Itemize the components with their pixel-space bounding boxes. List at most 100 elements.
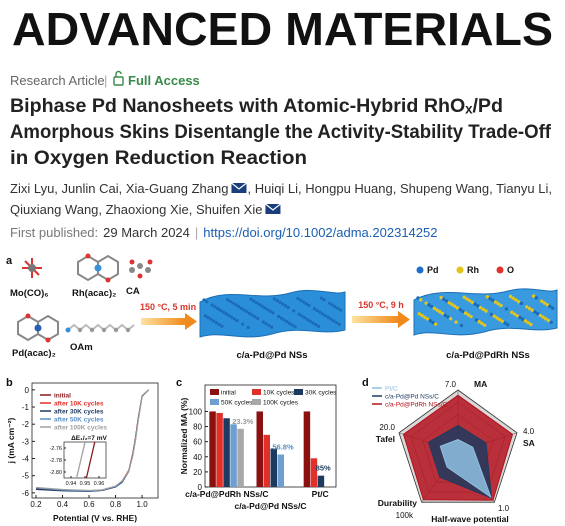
atom [292,309,296,313]
atom [453,304,457,308]
atom [260,304,264,308]
atom [541,315,545,319]
atom [427,303,431,307]
atom [261,320,265,324]
doi-link[interactable]: https://doi.org/10.1002/adma.202314252 [203,225,437,240]
y-tick-label: -5 [22,472,30,481]
x-tick-label: 0.4 [57,500,69,509]
atom [477,320,481,324]
precursor-label: Rh(acac)₂ [72,288,116,299]
atom [249,297,253,301]
atom [429,304,434,309]
atom [431,320,435,325]
atom [254,301,259,305]
atom [287,321,292,325]
atom [482,323,487,327]
atom [296,296,300,301]
atom [253,315,257,319]
x-axis-label: Potential (V vs. RHE) [53,513,137,523]
inset-curve [75,441,86,479]
annotation: 56.8% [272,443,294,452]
atom [221,310,225,314]
legend-swatch [252,389,261,395]
atom [212,319,216,323]
atom [286,305,290,310]
y-tick-label: -3 [22,437,30,446]
article-type: Research Article [10,73,105,88]
atom [425,317,430,321]
y-tick-label: 40 [193,453,202,462]
atom [323,314,328,318]
y-tick-label: 80 [193,423,202,432]
legend-swatch [210,389,219,395]
atom [519,301,524,306]
x-tick-label: c/a-Pd@PdRh NSs/C [185,489,268,499]
atom [521,317,525,321]
bar [310,458,318,487]
molecule-pd-acac [17,313,59,343]
y-tick-label: -6 [22,489,30,498]
atom [308,319,312,323]
bar [237,428,244,487]
atom [316,324,321,328]
legend-label: O [507,265,514,275]
atom [314,323,318,327]
precursor-label: Mo(CO)₆ [10,288,49,299]
atom [531,294,536,298]
email-icon[interactable] [231,182,247,193]
bar [303,411,311,487]
panel-label: d [362,377,369,389]
y-tick-label: 60 [193,438,202,447]
atom [319,296,323,300]
atom [474,318,479,322]
step-label: 150 °C, 5 min [140,302,196,312]
atom [440,311,445,316]
axis-max-label: 1.0 [498,504,510,513]
x-tick-label: 0.6 [83,500,95,509]
atom [458,307,462,312]
atom [300,314,304,318]
atom [530,308,534,312]
atom [297,312,301,316]
atom [322,298,326,302]
access-badge: Full Access [128,73,200,88]
atom [330,303,334,307]
legend-label: after 50K cycles [54,417,104,424]
legend-dot [416,266,424,274]
atom [246,325,250,330]
atom [540,299,544,303]
y-tick-label: -4 [22,455,30,464]
atom [467,298,472,303]
reaction-arrow [141,313,197,330]
legend-label: c/a-Pd@PdRh NSs/C [385,402,448,409]
article-title: Amorphous Skins Disentangle the Activity… [10,122,552,143]
legend-label: Pd [427,265,439,275]
inset-curve [85,441,96,479]
atom [242,308,246,312]
email-icon[interactable] [265,203,281,214]
atom [218,308,223,312]
lock-icon [113,70,124,86]
legend-dot [496,266,504,274]
plot-frame [31,382,159,499]
legend-label: 50K cycles [221,400,253,407]
atom [312,307,316,311]
legend-swatch [294,389,303,395]
atom [510,310,514,315]
atom [257,302,261,306]
atom [545,303,549,307]
bar [317,475,325,487]
atom [216,307,220,311]
atom [213,305,217,309]
atom [339,308,343,312]
atom [232,317,236,321]
y-tick-label: -2.78 [49,458,62,464]
atom [489,312,494,317]
radar-series [439,439,492,499]
atom [438,310,442,314]
atom [263,306,267,310]
atom [416,296,420,300]
atom [463,311,468,315]
atom [217,322,221,327]
atom [496,302,500,306]
